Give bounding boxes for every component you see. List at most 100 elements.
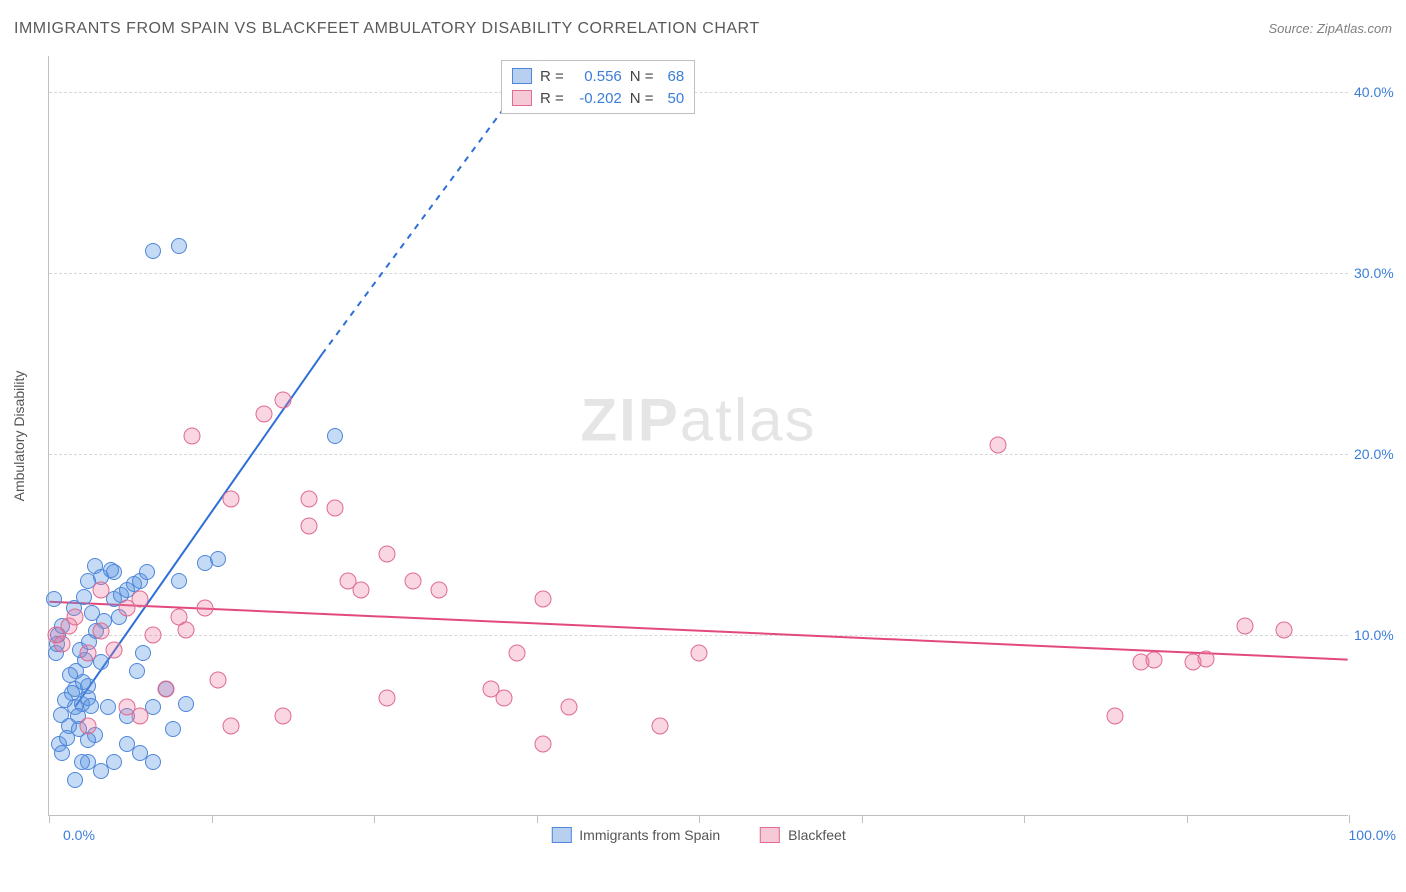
data-point: [171, 573, 187, 589]
data-point: [145, 243, 161, 259]
stats-legend: R = 0.556 N = 68 R = -0.202 N = 50: [501, 60, 695, 114]
y-tick-label: 40.0%: [1354, 84, 1406, 100]
swatch-series2: [512, 90, 532, 106]
data-point: [119, 736, 135, 752]
watermark: ZIPatlas: [580, 386, 816, 455]
data-point: [990, 437, 1007, 454]
stat-r-label: R =: [540, 90, 564, 107]
gridline: [49, 635, 1348, 636]
x-tick: [1349, 815, 1350, 823]
x-tick: [699, 815, 700, 823]
data-point: [483, 681, 500, 698]
x-axis-max-label: 100.0%: [1349, 827, 1396, 843]
data-point: [327, 428, 343, 444]
data-point: [275, 391, 292, 408]
data-point: [67, 608, 84, 625]
data-point: [1237, 618, 1254, 635]
legend-label-series2: Blackfeet: [788, 827, 846, 843]
data-point: [177, 621, 194, 638]
data-point: [301, 518, 318, 535]
data-point: [158, 681, 175, 698]
data-point: [59, 730, 75, 746]
data-point: [93, 623, 110, 640]
y-tick-label: 30.0%: [1354, 265, 1406, 281]
y-tick-label: 20.0%: [1354, 446, 1406, 462]
trendlines-svg: [49, 56, 1348, 815]
legend-label-series1: Immigrants from Spain: [579, 827, 720, 843]
stat-r-series2: -0.202: [572, 90, 622, 107]
data-point: [46, 591, 62, 607]
data-point: [1146, 652, 1163, 669]
data-point: [431, 581, 448, 598]
data-point: [80, 645, 97, 662]
x-axis-min-label: 0.0%: [63, 827, 95, 843]
data-point: [93, 763, 109, 779]
data-point: [132, 590, 149, 607]
data-point: [67, 772, 83, 788]
data-point: [1107, 708, 1124, 725]
data-point: [210, 551, 226, 567]
data-point: [171, 238, 187, 254]
data-point: [103, 562, 119, 578]
data-point: [210, 672, 227, 689]
stat-n-series1: 68: [668, 68, 685, 85]
header: IMMIGRANTS FROM SPAIN VS BLACKFEET AMBUL…: [14, 20, 1392, 38]
legend-swatch-series1: [551, 827, 571, 843]
data-point: [106, 641, 123, 658]
data-point: [184, 428, 201, 445]
watermark-light: atlas: [680, 387, 817, 454]
gridline: [49, 454, 1348, 455]
data-point: [275, 708, 292, 725]
data-point: [93, 581, 110, 598]
x-tick: [1187, 815, 1188, 823]
data-point: [379, 545, 396, 562]
legend-item-series1: Immigrants from Spain: [551, 827, 720, 843]
data-point: [535, 735, 552, 752]
data-point: [62, 667, 78, 683]
x-tick: [374, 815, 375, 823]
bottom-legend: Immigrants from Spain Blackfeet: [551, 827, 845, 843]
data-point: [652, 717, 669, 734]
stat-n-label: N =: [630, 68, 654, 85]
data-point: [165, 721, 181, 737]
legend-swatch-series2: [760, 827, 780, 843]
stats-row-series1: R = 0.556 N = 68: [512, 65, 684, 87]
data-point: [1276, 621, 1293, 638]
data-point: [301, 491, 318, 508]
watermark-bold: ZIP: [580, 387, 679, 454]
data-point: [379, 690, 396, 707]
stat-r-label: R =: [540, 68, 564, 85]
data-point: [80, 717, 97, 734]
chart-title: IMMIGRANTS FROM SPAIN VS BLACKFEET AMBUL…: [14, 20, 760, 38]
x-tick: [212, 815, 213, 823]
stats-row-series2: R = -0.202 N = 50: [512, 87, 684, 109]
plot-area: Ambulatory Disability 10.0%20.0%30.0%40.…: [48, 56, 1348, 816]
y-axis-title: Ambulatory Disability: [11, 370, 27, 501]
data-point: [76, 589, 92, 605]
data-point: [74, 754, 90, 770]
data-point: [53, 707, 69, 723]
x-tick: [49, 815, 50, 823]
data-point: [197, 599, 214, 616]
gridline: [49, 92, 1348, 93]
data-point: [691, 645, 708, 662]
data-point: [145, 627, 162, 644]
data-point: [145, 754, 161, 770]
data-point: [509, 645, 526, 662]
data-point: [132, 708, 149, 725]
x-tick: [862, 815, 863, 823]
data-point: [255, 406, 272, 423]
data-point: [54, 745, 70, 761]
data-point: [100, 699, 116, 715]
data-point: [340, 572, 357, 589]
data-point: [1198, 650, 1215, 667]
data-point: [327, 500, 344, 517]
x-tick: [1024, 815, 1025, 823]
data-point: [54, 636, 71, 653]
data-point: [139, 564, 155, 580]
data-point: [84, 605, 100, 621]
data-point: [135, 645, 151, 661]
y-tick-label: 10.0%: [1354, 627, 1406, 643]
data-point: [178, 696, 194, 712]
swatch-series1: [512, 68, 532, 84]
